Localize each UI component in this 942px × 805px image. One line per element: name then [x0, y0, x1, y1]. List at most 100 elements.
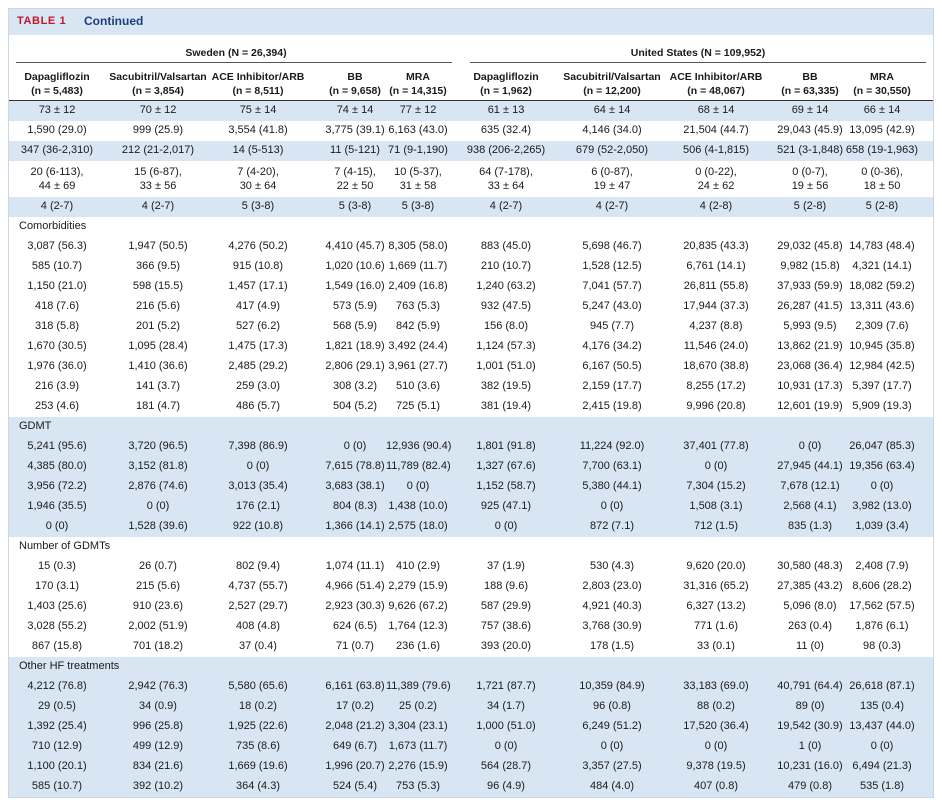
table-row: 73 ± 12 70 ± 12 75 ± 14 74 ± 14 77 ± 12 61 ± …	[9, 101, 933, 121]
table-cell: 308 (3.2)	[332, 380, 378, 392]
table-cell: 7,041 (57.7)	[582, 280, 642, 292]
table-cell: 0 (0-36), 18 ± 50	[843, 165, 921, 193]
table-cell: 30,580 (48.3)	[777, 560, 843, 572]
table-cell: 5,698 (46.7)	[582, 240, 642, 252]
table-cell: 2,408 (7.9)	[855, 560, 909, 572]
column-header-acei-arb-se: ACE Inhibitor/ARB (n = 8,511)	[203, 70, 313, 98]
table-cell: 725 (5.1)	[395, 400, 441, 412]
table-cell: 1,392 (25.4)	[27, 720, 87, 732]
table-row: 1,403 (25.6) 910 (23.6) 2,527 (29.7) 2,923 …	[9, 597, 933, 617]
table-cell: 3,554 (41.8)	[228, 124, 288, 136]
table-cell: 3,087 (56.3)	[27, 240, 87, 252]
table-cell: 735 (8.6)	[235, 740, 281, 752]
section-heading: GDMT	[19, 420, 52, 432]
table-cell: 141 (3.7)	[135, 380, 181, 392]
table-row: 20 (6-113), 44 ± 69 15 (6-87), 33 ± 56 7 (4-…	[9, 161, 933, 197]
table-cell: 649 (6.7)	[332, 740, 378, 752]
table-cell: 25 (0.2)	[399, 700, 437, 712]
column-header-n: (n = 9,658)	[329, 85, 381, 97]
table-cell: 10,945 (35.8)	[849, 340, 915, 352]
table-cell: 1,996 (20.7)	[325, 760, 385, 772]
table-row: 1,392 (25.4) 996 (25.8) 1,925 (22.6) 2,048 …	[9, 717, 933, 737]
table-row: 253 (4.6) 181 (4.7) 486 (5.7) 504 (5.2) 725 …	[9, 397, 933, 417]
table-cell: 20 (6-113), 44 ± 69	[5, 165, 109, 193]
table-cell: 8,255 (17.2)	[686, 380, 746, 392]
table-row: 29 (0.5) 34 (0.9) 18 (0.2) 17 (0.2) 25 (0.2)…	[9, 697, 933, 717]
table-cell: 6,494 (21.3)	[852, 760, 912, 772]
column-header-name: Sacubitril/Valsartan	[109, 71, 207, 83]
table-cell: 4 (2-7)	[40, 200, 74, 212]
table-cell: 6,167 (50.5)	[582, 360, 642, 372]
table-cell: 33,183 (69.0)	[683, 680, 749, 692]
table-cell: 68 ± 14	[697, 104, 735, 116]
column-header-name: MRA	[870, 71, 894, 83]
table-cell: 1,095 (28.4)	[128, 340, 188, 352]
table-cell: 11 (5-121)	[330, 144, 380, 156]
table-cell: 0 (0-22), 24 ± 62	[660, 165, 772, 193]
table-cell: 11,389 (79.6)	[386, 680, 451, 692]
table-cell: 1,528 (39.6)	[128, 520, 188, 532]
table-row: 585 (10.7) 366 (9.5) 915 (10.8) 1,020 (10.6…	[9, 257, 933, 277]
table-cell: 170 (3.1)	[34, 580, 80, 592]
table-cell: 26,047 (85.3)	[849, 440, 915, 452]
table-cell: 996 (25.8)	[132, 720, 184, 732]
table-frame	[8, 8, 934, 798]
table-cell: 5,993 (9.5)	[783, 320, 837, 332]
table-cell: 12,601 (19.9)	[777, 400, 843, 412]
table-cell: 13,862 (21.9)	[777, 340, 843, 352]
cell-line: 6 (0-87),	[591, 166, 633, 178]
table-cell: 932 (47.5)	[480, 300, 532, 312]
table-row: 5,241 (95.6) 3,720 (96.5) 7,398 (86.9) 0 (0…	[9, 437, 933, 457]
table-cell: 1,721 (87.7)	[476, 680, 536, 692]
table-cell: 521 (3-1,848)	[776, 144, 844, 156]
table-cell: 1,001 (51.0)	[476, 360, 536, 372]
table-cell: 64 (7-178), 33 ± 64	[460, 165, 552, 193]
table-cell: 2,276 (15.9)	[388, 760, 448, 772]
table-cell: 1,976 (36.0)	[27, 360, 87, 372]
table-cell: 883 (45.0)	[480, 240, 532, 252]
table-cell: 499 (12.9)	[132, 740, 184, 752]
table-cell: 842 (5.9)	[395, 320, 441, 332]
table-cell: 64 ± 14	[593, 104, 631, 116]
table-cell: 18,082 (59.2)	[849, 280, 915, 292]
table-cell: 6 (0-87), 19 ± 47	[551, 165, 673, 193]
table-cell: 89 (0)	[795, 700, 825, 712]
table-cell: 925 (47.1)	[480, 500, 532, 512]
table-cell: 2,527 (29.7)	[228, 600, 288, 612]
table-cell: 15 (6-87), 33 ± 56	[102, 165, 214, 193]
table-cell: 658 (19-1,963)	[845, 144, 919, 156]
table-cell: 0 (0)	[704, 460, 728, 472]
table-cell: 598 (15.5)	[132, 280, 184, 292]
table-cell: 18 (0.2)	[239, 700, 277, 712]
table-cell: 0 (0)	[494, 520, 518, 532]
table-cell: 7,678 (12.1)	[780, 480, 840, 492]
table-cell: 10 (5-37), 31 ± 58	[386, 165, 450, 193]
table-cell: 2,876 (74.6)	[128, 480, 188, 492]
table-cell: 216 (5.6)	[135, 300, 181, 312]
table-cell: 73 ± 12	[38, 104, 76, 116]
table-cell: 7,700 (63.1)	[582, 460, 642, 472]
table-cell: 11 (0)	[796, 640, 824, 652]
table-cell: 710 (12.9)	[31, 740, 83, 752]
cell-line: 0 (0-7),	[792, 166, 828, 178]
table-cell: 1 (0)	[798, 740, 822, 752]
table-row: 867 (15.8) 701 (18.2) 37 (0.4) 71 (0.7) 236 …	[9, 637, 933, 657]
table-cell: 1,152 (58.7)	[476, 480, 536, 492]
table-cell: 2,048 (21.2)	[325, 720, 385, 732]
table-row: 1,946 (35.5) 0 (0) 176 (2.1) 804 (8.3) 1,438…	[9, 497, 933, 517]
table-cell: 19,542 (30.9)	[777, 720, 843, 732]
column-header-name: MRA	[406, 71, 430, 83]
table-row: 170 (3.1) 215 (5.6) 4,737 (55.7) 4,966 (51.…	[9, 577, 933, 597]
table-cell: 26,287 (41.5)	[777, 300, 843, 312]
group-header-united-states: United States (N = 109,952)	[630, 47, 766, 59]
table-cell: 1,403 (25.6)	[27, 600, 87, 612]
table-cell: 8,606 (28.2)	[852, 580, 912, 592]
table-cell: 1,670 (30.5)	[27, 340, 87, 352]
table-cell: 585 (10.7)	[31, 780, 83, 792]
table-cell: 212 (21-2,017)	[121, 144, 195, 156]
table-cell: 506 (4-1,815)	[682, 144, 750, 156]
table-cell: 201 (5.2)	[135, 320, 181, 332]
table-cell: 763 (5.3)	[395, 300, 441, 312]
table-cell: 1,673 (11.7)	[388, 740, 448, 752]
